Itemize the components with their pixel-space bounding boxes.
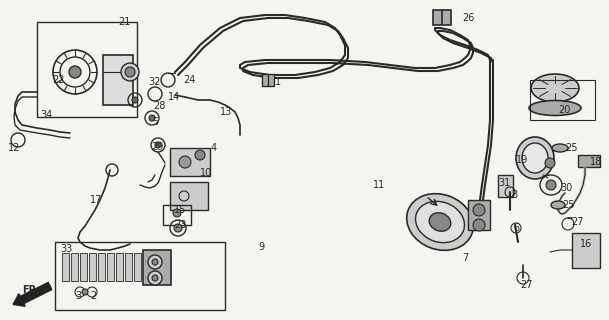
Ellipse shape — [551, 201, 565, 209]
Text: 11: 11 — [373, 180, 385, 190]
Text: 18: 18 — [590, 157, 602, 167]
Ellipse shape — [522, 143, 548, 173]
Text: 28: 28 — [153, 101, 166, 111]
Bar — [37, 22, 137, 117]
Text: 25: 25 — [562, 200, 574, 210]
Bar — [530, 80, 595, 120]
Ellipse shape — [429, 213, 451, 231]
Bar — [578, 155, 600, 167]
Circle shape — [179, 156, 191, 168]
Bar — [89, 253, 96, 281]
Bar — [170, 182, 208, 210]
Circle shape — [155, 142, 161, 148]
Ellipse shape — [531, 74, 579, 102]
Text: 26: 26 — [462, 13, 474, 23]
Bar — [134, 253, 141, 281]
Circle shape — [152, 275, 158, 281]
Bar — [71, 253, 78, 281]
Circle shape — [545, 158, 555, 168]
Bar — [103, 55, 133, 105]
Circle shape — [69, 66, 81, 78]
Text: 10: 10 — [200, 168, 213, 178]
Text: 27: 27 — [571, 217, 583, 227]
Text: 24: 24 — [183, 75, 195, 85]
Bar — [98, 253, 105, 281]
Bar — [170, 148, 210, 176]
Text: 25: 25 — [565, 143, 577, 153]
Circle shape — [82, 289, 88, 295]
Circle shape — [174, 224, 182, 232]
Text: 14: 14 — [168, 92, 180, 102]
Text: 12: 12 — [8, 143, 20, 153]
Bar — [125, 253, 132, 281]
Bar — [55, 242, 225, 310]
Text: 16: 16 — [580, 239, 592, 249]
Text: 21: 21 — [118, 17, 130, 27]
Bar — [468, 200, 490, 230]
Circle shape — [473, 219, 485, 231]
Text: 5: 5 — [152, 117, 158, 127]
Bar — [143, 250, 171, 285]
Bar — [572, 233, 600, 268]
Text: 7: 7 — [462, 253, 468, 263]
Bar — [163, 205, 191, 225]
Bar — [80, 253, 87, 281]
Circle shape — [173, 209, 181, 217]
Text: 2: 2 — [90, 291, 96, 301]
Circle shape — [132, 97, 138, 103]
Bar — [433, 10, 451, 25]
Circle shape — [195, 150, 205, 160]
Circle shape — [546, 180, 556, 190]
Text: FR.: FR. — [22, 285, 40, 295]
Circle shape — [149, 115, 155, 121]
FancyArrow shape — [13, 283, 52, 306]
Ellipse shape — [529, 100, 581, 116]
Bar — [262, 74, 274, 86]
Circle shape — [121, 63, 139, 81]
Text: 30: 30 — [560, 183, 572, 193]
Bar — [498, 175, 513, 197]
Bar — [107, 253, 114, 281]
Ellipse shape — [516, 137, 554, 179]
Ellipse shape — [415, 201, 465, 243]
Circle shape — [148, 271, 162, 285]
Text: 34: 34 — [40, 110, 52, 120]
Text: 23: 23 — [174, 220, 186, 230]
Text: 19: 19 — [516, 155, 528, 165]
Text: 33: 33 — [60, 244, 72, 254]
Text: 9: 9 — [258, 242, 264, 252]
Text: 1: 1 — [275, 77, 281, 87]
Text: 31: 31 — [498, 178, 510, 188]
Circle shape — [152, 259, 158, 265]
Bar — [116, 253, 123, 281]
Text: 15: 15 — [174, 205, 186, 215]
Text: 8: 8 — [511, 190, 517, 200]
Text: 27: 27 — [520, 280, 532, 290]
Circle shape — [125, 67, 135, 77]
Text: 17: 17 — [90, 195, 102, 205]
Ellipse shape — [407, 194, 473, 250]
Text: 13: 13 — [220, 107, 232, 117]
Ellipse shape — [552, 144, 568, 152]
Text: 22: 22 — [52, 75, 65, 85]
Text: 32: 32 — [148, 77, 160, 87]
Text: 6: 6 — [513, 223, 519, 233]
Text: 4: 4 — [211, 143, 217, 153]
Text: 3: 3 — [75, 291, 81, 301]
Circle shape — [473, 204, 485, 216]
Text: 20: 20 — [558, 105, 571, 115]
Bar — [62, 253, 69, 281]
Text: 29: 29 — [151, 142, 163, 152]
Circle shape — [148, 255, 162, 269]
